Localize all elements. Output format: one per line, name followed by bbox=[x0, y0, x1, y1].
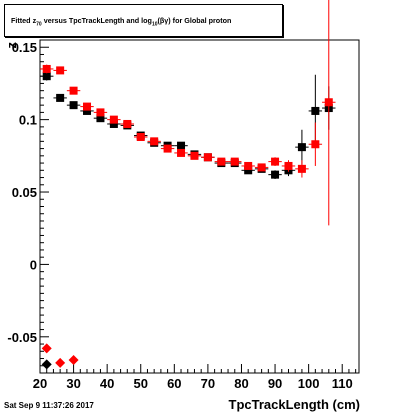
data-point-diamond bbox=[68, 354, 79, 365]
data-point bbox=[297, 164, 306, 173]
data-point bbox=[150, 137, 159, 146]
data-point bbox=[69, 101, 78, 110]
x-tick-label: 50 bbox=[134, 376, 148, 391]
data-point bbox=[56, 93, 65, 102]
footer-timestamp: Sat Sep 9 11:37:26 2017 bbox=[4, 401, 94, 410]
data-point bbox=[244, 166, 253, 175]
x-tick-label: 40 bbox=[100, 376, 114, 391]
data-point-diamond bbox=[41, 343, 52, 354]
x-axis-label: TpcTrackLength (cm) bbox=[228, 397, 360, 412]
y-tick-label: -0.05 bbox=[7, 330, 37, 345]
x-tick-label: 80 bbox=[234, 376, 248, 391]
data-point bbox=[257, 163, 266, 172]
data-point bbox=[136, 133, 145, 142]
data-point bbox=[177, 148, 186, 157]
data-point bbox=[123, 119, 132, 128]
data-point bbox=[83, 102, 92, 111]
data-point bbox=[96, 114, 105, 123]
data-point bbox=[311, 106, 320, 115]
y-axis-label: z bbox=[4, 42, 19, 49]
data-point bbox=[42, 64, 51, 73]
x-tick-label: 60 bbox=[167, 376, 181, 391]
data-point bbox=[203, 153, 212, 162]
data-point bbox=[271, 170, 280, 179]
data-point bbox=[56, 66, 65, 75]
chart-title-box: Fitted z70 versus TpcTrackLength and log… bbox=[4, 4, 283, 37]
chart-title: Fitted z70 versus TpcTrackLength and log… bbox=[11, 16, 232, 28]
x-tick-label: 70 bbox=[201, 376, 215, 391]
data-point-diamond bbox=[55, 357, 66, 368]
data-point bbox=[83, 106, 92, 115]
y-tick-label: 0.15 bbox=[12, 40, 37, 55]
data-point bbox=[190, 151, 199, 160]
data-point bbox=[96, 108, 105, 117]
data-point bbox=[69, 86, 78, 95]
data-point bbox=[311, 140, 320, 149]
y-tick-label: 0.1 bbox=[19, 113, 37, 128]
x-tick-label: 20 bbox=[33, 376, 47, 391]
data-point bbox=[109, 115, 118, 124]
x-tick-label: 30 bbox=[66, 376, 80, 391]
data-point bbox=[42, 72, 51, 81]
data-point bbox=[230, 157, 239, 166]
data-point bbox=[297, 143, 306, 152]
data-point bbox=[324, 98, 333, 107]
data-point-diamond bbox=[41, 359, 52, 370]
plot-frame bbox=[39, 39, 360, 374]
axes-group: 20 30 40 50 60 70 80 90 100 110 -0.05 0 0.05 0.1 0.15z bbox=[4, 40, 357, 391]
data-point bbox=[109, 119, 118, 128]
y-tick-label: 0 bbox=[30, 257, 37, 272]
data-point bbox=[244, 161, 253, 170]
x-tick-label: 110 bbox=[332, 376, 353, 391]
data-point bbox=[284, 161, 293, 170]
x-tick-label: 90 bbox=[268, 376, 282, 391]
data-point bbox=[163, 144, 172, 153]
data-point bbox=[177, 141, 186, 150]
x-tick-label: 100 bbox=[298, 376, 320, 391]
data-point bbox=[217, 157, 226, 166]
data-point bbox=[271, 157, 280, 166]
y-tick-label: 0.05 bbox=[12, 185, 37, 200]
data-marks bbox=[40, 0, 336, 370]
